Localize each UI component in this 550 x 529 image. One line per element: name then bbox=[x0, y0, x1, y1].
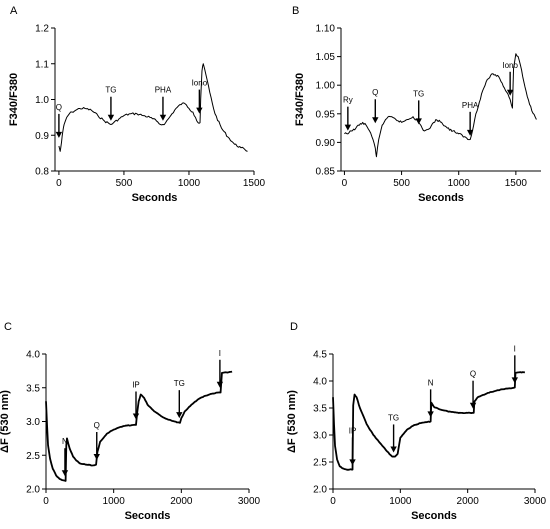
x-tick-label: 0 bbox=[56, 178, 62, 189]
x-tick-label: 2000 bbox=[457, 496, 480, 507]
annotation-label: TG bbox=[105, 86, 116, 95]
annotation-arrowhead bbox=[506, 89, 514, 96]
series-line bbox=[45, 370, 233, 482]
y-tick-label: 0.8 bbox=[35, 167, 49, 178]
x-axis-label: Seconds bbox=[418, 192, 464, 204]
y-tick-label: 1.05 bbox=[316, 52, 336, 63]
y-tick-label: 3.0 bbox=[26, 417, 40, 428]
annotation-label: N bbox=[62, 437, 68, 446]
y-tick-label: 2.0 bbox=[26, 485, 40, 496]
annotation-arrowhead bbox=[390, 446, 397, 453]
y-tick-label: 1.2 bbox=[35, 24, 49, 35]
y-tick-label: 2.5 bbox=[313, 458, 327, 469]
series-line bbox=[58, 63, 248, 152]
annotation-label: Iono bbox=[192, 79, 208, 88]
x-axis-label: Seconds bbox=[132, 192, 178, 204]
panel-label: C bbox=[4, 321, 12, 333]
panel-d: D 2.0 2.5 3.0 3.5 4.0 4.5 0 1000 2000 3000 Seconds Δ… bbox=[286, 321, 547, 522]
annotation-label: IP bbox=[132, 381, 140, 390]
x-axis-label: Seconds bbox=[125, 510, 171, 522]
annotation-label: IP bbox=[349, 426, 357, 435]
annotation-label: Q bbox=[94, 421, 100, 430]
y-tick-label: 1.1 bbox=[35, 59, 49, 70]
annotation-arrowhead bbox=[344, 124, 352, 131]
x-tick-label: 0 bbox=[330, 496, 336, 507]
annotation-arrowhead bbox=[159, 114, 167, 121]
x-tick-label: 2000 bbox=[170, 496, 193, 507]
annotation-arrowhead bbox=[55, 131, 63, 138]
annotation-arrowhead bbox=[415, 118, 422, 125]
annotation-arrowhead bbox=[196, 107, 203, 114]
annotation-arrowhead bbox=[61, 470, 69, 477]
annotation-label: I bbox=[219, 349, 221, 358]
y-tick-label: 0.90 bbox=[316, 138, 336, 149]
annotation-arrowhead bbox=[93, 454, 100, 460]
annotation-arrowhead bbox=[427, 411, 434, 418]
panel-label: D bbox=[290, 321, 298, 333]
annotation-label: N bbox=[428, 378, 434, 387]
y-tick-label: 4.0 bbox=[26, 350, 40, 361]
y-tick-label: 0.85 bbox=[316, 167, 336, 178]
annotation-label: PHA bbox=[462, 101, 479, 110]
annotation-label: Ry bbox=[343, 96, 353, 105]
panel-label: A bbox=[10, 5, 18, 17]
annotation-arrowhead bbox=[176, 412, 183, 419]
panel-c: C 2.0 2.5 3.0 3.5 4.0 0 1000 2000 3000 Seconds ΔF (… bbox=[0, 321, 261, 522]
x-tick-label: 1500 bbox=[243, 178, 266, 189]
annotation-label: PHA bbox=[155, 86, 172, 95]
x-tick-label: 1000 bbox=[103, 496, 126, 507]
annotation-label: TG bbox=[174, 379, 185, 388]
annotation-label: TG bbox=[388, 413, 399, 422]
y-tick-label: 0.95 bbox=[316, 109, 336, 120]
y-axis-label: ΔF (530 nm) bbox=[286, 390, 298, 453]
annotation-label: Iono bbox=[502, 61, 518, 70]
y-tick-label: 3.5 bbox=[26, 383, 40, 394]
y-tick-label: 1.10 bbox=[316, 24, 336, 35]
x-tick-label: 3000 bbox=[524, 496, 547, 507]
panel-a: A 0.8 0.9 1.0 1.1 1.2 0 500 1000 1500 Seconds F340/… bbox=[8, 5, 266, 204]
y-axis-label: F340/F380 bbox=[294, 73, 306, 126]
x-tick-label: 3000 bbox=[238, 496, 261, 507]
annotation-arrowhead bbox=[511, 377, 518, 384]
x-tick-label: 1000 bbox=[389, 496, 412, 507]
x-tick-label: 1000 bbox=[448, 178, 471, 189]
annotation-arrowhead bbox=[469, 402, 477, 409]
annotation-arrowhead bbox=[216, 381, 224, 388]
annotation-label: Q bbox=[470, 370, 476, 379]
y-tick-label: 4.0 bbox=[313, 377, 327, 388]
annotation-arrowhead bbox=[107, 114, 115, 121]
x-axis-label: Seconds bbox=[411, 510, 457, 522]
y-tick-label: 0.9 bbox=[35, 131, 49, 142]
annotation-arrowhead bbox=[372, 117, 379, 124]
x-tick-label: 500 bbox=[393, 178, 410, 189]
y-axis-label: F340/F380 bbox=[8, 73, 20, 126]
y-tick-label: 3.0 bbox=[313, 431, 327, 442]
annotation-label: I bbox=[514, 344, 516, 353]
series-line bbox=[344, 53, 537, 158]
x-tick-label: 500 bbox=[116, 178, 133, 189]
series-line bbox=[332, 371, 526, 471]
y-tick-label: 3.5 bbox=[313, 404, 327, 415]
y-tick-label: 4.5 bbox=[313, 350, 327, 361]
x-tick-label: 1000 bbox=[178, 178, 201, 189]
x-tick-label: 0 bbox=[43, 496, 49, 507]
annotation-arrowhead bbox=[132, 413, 140, 420]
panel-label: B bbox=[292, 5, 299, 17]
x-tick-label: 0 bbox=[342, 178, 348, 189]
y-tick-label: 1.0 bbox=[35, 95, 49, 106]
annotation-label: TG bbox=[413, 89, 424, 98]
annotation-arrowhead bbox=[466, 129, 474, 136]
y-tick-label: 2.0 bbox=[313, 485, 327, 496]
x-tick-label: 1500 bbox=[505, 178, 528, 189]
y-tick-label: 1.00 bbox=[316, 81, 336, 92]
annotation-label: Q bbox=[372, 88, 378, 97]
panel-b: B 0.85 0.90 0.95 1.00 1.05 1.10 0 500 1000 1500 Sec… bbox=[292, 5, 541, 204]
y-tick-label: 2.5 bbox=[26, 451, 40, 462]
annotation-arrowhead bbox=[349, 459, 356, 466]
annotation-label: Q bbox=[56, 103, 62, 112]
y-axis-label: ΔF (530 nm) bbox=[0, 390, 11, 453]
